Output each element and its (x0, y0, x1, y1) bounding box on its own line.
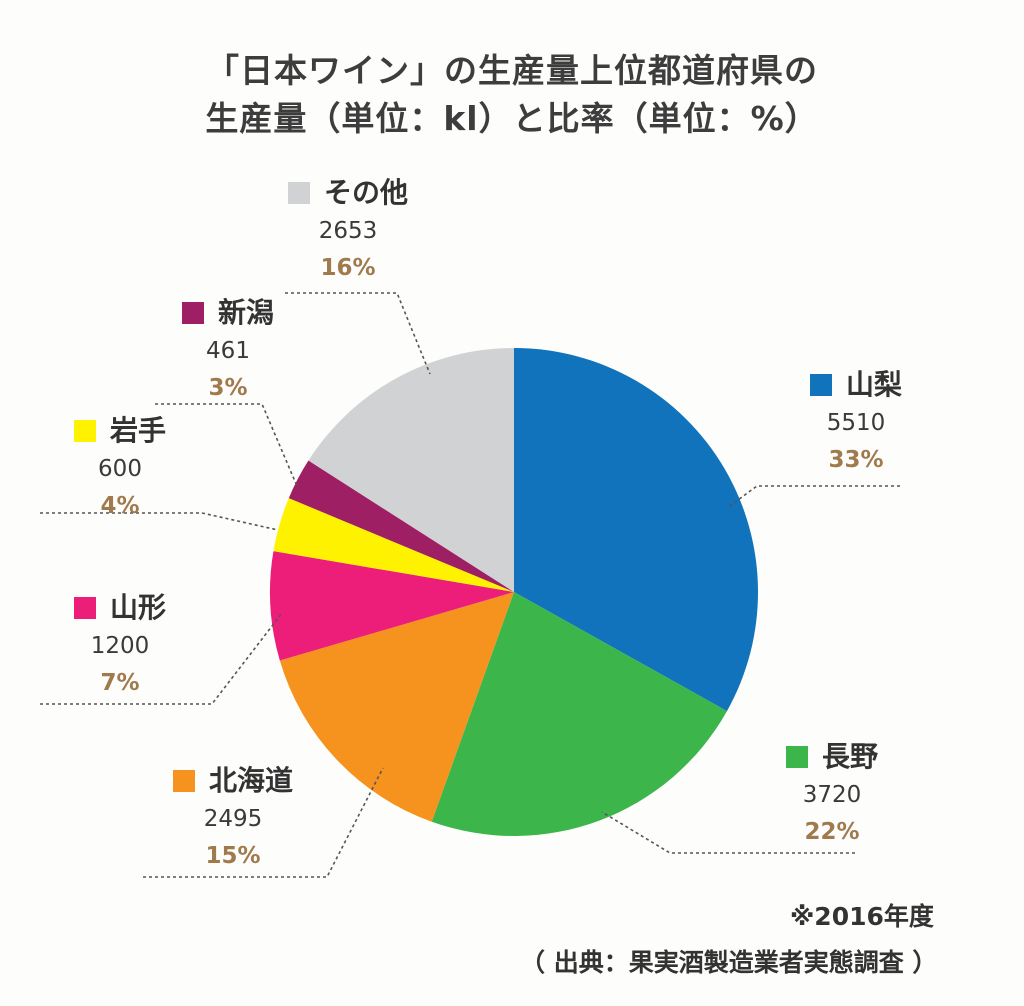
leader-line (601, 811, 855, 854)
leader-line (143, 767, 384, 878)
pie-slice (431, 592, 727, 836)
pie-slice (279, 592, 514, 822)
slice-label: その他 2653 16% (268, 174, 428, 286)
legend-swatch (73, 420, 96, 442)
slice-name-text: 新潟 (217, 296, 274, 329)
slice-name: 北海道 (153, 762, 313, 800)
leader-line (726, 485, 900, 509)
slice-percent: 33% (828, 447, 884, 473)
slice-value: 2495 (203, 806, 263, 832)
slice-label: 山梨 5510 33% (776, 366, 936, 478)
pie-slice (514, 348, 758, 712)
slice-value: 5510 (826, 410, 886, 436)
slice-name-text: 山梨 (845, 368, 902, 401)
slice-name-text: 北海道 (208, 764, 293, 797)
slice-percent: 22% (804, 819, 860, 845)
slice-percent: 4% (100, 493, 140, 519)
slice-label: 長野 3720 22% (752, 738, 912, 850)
slice-name: 新潟 (148, 294, 308, 332)
slice-value: 1200 (90, 633, 150, 659)
leader-line (40, 612, 283, 705)
legend-swatch (181, 302, 204, 324)
slice-value: 2653 (318, 218, 378, 244)
slice-label: 新潟 461 3% (148, 294, 308, 406)
slice-label: 北海道 2495 15% (153, 762, 313, 874)
slice-percent: 3% (208, 375, 248, 401)
slice-value: 600 (98, 456, 142, 482)
chart-title-line-2: 生産量（単位：kl）と比率（単位：%） (205, 99, 819, 138)
chart-title-line-1: 「日本ワイン」の生産量上位都道府県の (206, 51, 818, 90)
legend-swatch (287, 182, 310, 204)
pie-slice (308, 348, 514, 592)
slice-name-text: 長野 (821, 740, 878, 773)
slice-name-text: その他 (323, 176, 408, 209)
legend-swatch (785, 746, 808, 768)
source-note: （ 出典：果実酒製造業者実態調査 ） (520, 948, 938, 977)
slice-percent: 15% (205, 843, 261, 869)
slice-name: 山形 (40, 589, 200, 627)
legend-swatch (73, 597, 96, 619)
slice-name: 長野 (752, 738, 912, 776)
slice-name-text: 岩手 (109, 414, 166, 447)
slice-name: その他 (268, 174, 428, 212)
pie-slice (288, 460, 514, 592)
legend-swatch (809, 374, 832, 396)
pie-slice (269, 551, 514, 661)
leader-line (40, 512, 279, 531)
year-note: ※2016年度 (790, 902, 934, 931)
slice-percent: 7% (100, 670, 140, 696)
slice-percent: 16% (320, 255, 376, 281)
slice-name: 岩手 (40, 412, 200, 450)
pie-slice (273, 498, 514, 592)
leader-line (285, 292, 431, 375)
slice-value: 3720 (802, 782, 862, 808)
slice-label: 岩手 600 4% (40, 412, 200, 524)
slice-value: 461 (206, 338, 250, 364)
slice-label: 山形 1200 7% (40, 589, 200, 701)
slice-name: 山梨 (776, 366, 936, 404)
legend-swatch (172, 770, 195, 792)
slice-name-text: 山形 (109, 591, 166, 624)
